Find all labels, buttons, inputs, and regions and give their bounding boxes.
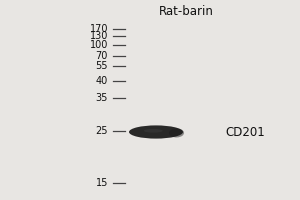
Ellipse shape bbox=[169, 128, 184, 137]
Text: 100: 100 bbox=[90, 40, 108, 50]
Ellipse shape bbox=[144, 129, 163, 133]
Text: CD201: CD201 bbox=[225, 126, 265, 138]
Text: 15: 15 bbox=[96, 178, 108, 188]
Text: 55: 55 bbox=[95, 61, 108, 71]
Text: Rat-barin: Rat-barin bbox=[159, 5, 213, 18]
Text: 25: 25 bbox=[95, 126, 108, 136]
Text: 35: 35 bbox=[96, 93, 108, 103]
Text: 170: 170 bbox=[89, 24, 108, 34]
Text: 70: 70 bbox=[96, 51, 108, 61]
Ellipse shape bbox=[129, 125, 183, 139]
Text: 130: 130 bbox=[90, 31, 108, 41]
Text: 40: 40 bbox=[96, 76, 108, 86]
